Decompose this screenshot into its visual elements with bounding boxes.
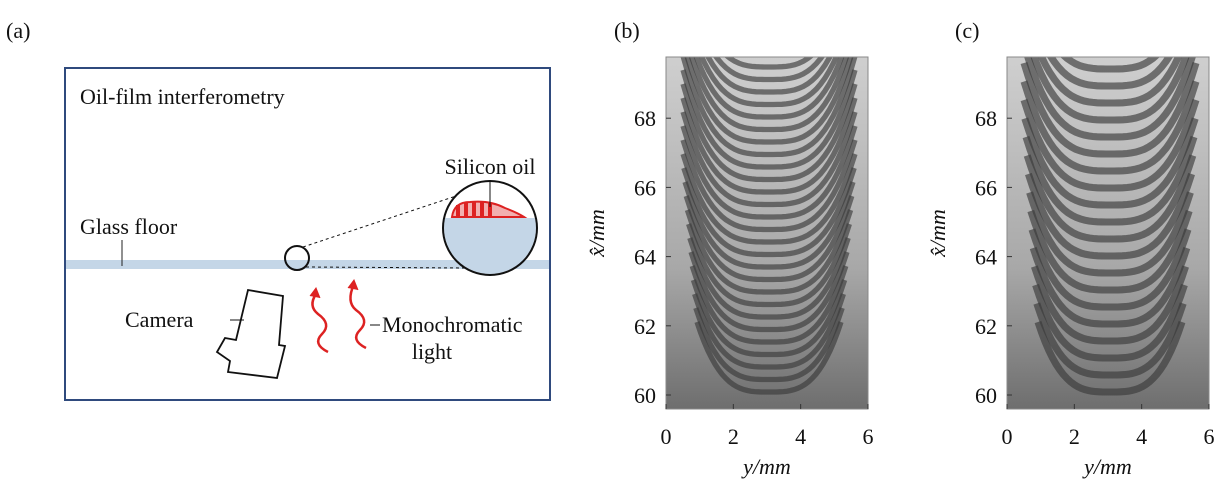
light-wave bbox=[312, 294, 328, 352]
x-tick-label: 4 bbox=[795, 424, 806, 449]
panel-label: (a) bbox=[6, 18, 30, 43]
x-axis-label: y/mm bbox=[741, 454, 791, 479]
y-tick-label: 62 bbox=[975, 314, 997, 339]
fringe bbox=[1024, 0, 1196, 35]
fringe bbox=[683, 0, 855, 55]
y-tick-label: 64 bbox=[975, 245, 997, 270]
label: Camera bbox=[125, 307, 194, 332]
panel-label: (c) bbox=[955, 18, 979, 43]
x-axis-label: y/mm bbox=[1082, 454, 1132, 479]
x-tick-label: 6 bbox=[1204, 424, 1215, 449]
camera bbox=[217, 290, 285, 378]
y-tick-label: 60 bbox=[634, 383, 656, 408]
x-tick-label: 0 bbox=[1002, 424, 1013, 449]
y-tick-label: 60 bbox=[975, 383, 997, 408]
arrow-head bbox=[310, 288, 320, 298]
y-tick-label: 68 bbox=[634, 106, 656, 131]
panel-label: (b) bbox=[614, 18, 640, 43]
label: Glass floor bbox=[80, 214, 178, 239]
y-tick-label: 64 bbox=[634, 245, 656, 270]
y-tick-label: 62 bbox=[634, 314, 656, 339]
x-tick-label: 4 bbox=[1136, 424, 1147, 449]
fringe bbox=[683, 0, 855, 42]
arrow-head bbox=[348, 280, 358, 290]
fringe-image bbox=[666, 0, 868, 409]
label: Silicon oil bbox=[444, 154, 535, 179]
x-tick-label: 2 bbox=[728, 424, 739, 449]
x-tick-label: 2 bbox=[1069, 424, 1080, 449]
label: Monochromatic bbox=[382, 312, 523, 337]
y-tick-label: 66 bbox=[634, 175, 656, 200]
x-tick-label: 0 bbox=[661, 424, 672, 449]
figure: (a) Oil-film interferometry Glass floor … bbox=[0, 0, 1225, 481]
fringe bbox=[683, 0, 855, 30]
light-wave bbox=[350, 284, 366, 348]
label: light bbox=[412, 339, 452, 364]
diagram-title: Oil-film interferometry bbox=[80, 84, 285, 109]
fringe-image bbox=[1007, 0, 1209, 409]
y-tick-label: 68 bbox=[975, 106, 997, 131]
y-tick-label: 66 bbox=[975, 175, 997, 200]
y-axis-label: x̂/mm bbox=[925, 209, 950, 258]
fringe bbox=[1024, 0, 1196, 18]
x-tick-label: 6 bbox=[863, 424, 874, 449]
zoom-line bbox=[303, 196, 456, 247]
y-axis-label: x̂/mm bbox=[584, 209, 609, 258]
fringe bbox=[1024, 0, 1196, 52]
fringe bbox=[683, 0, 855, 17]
